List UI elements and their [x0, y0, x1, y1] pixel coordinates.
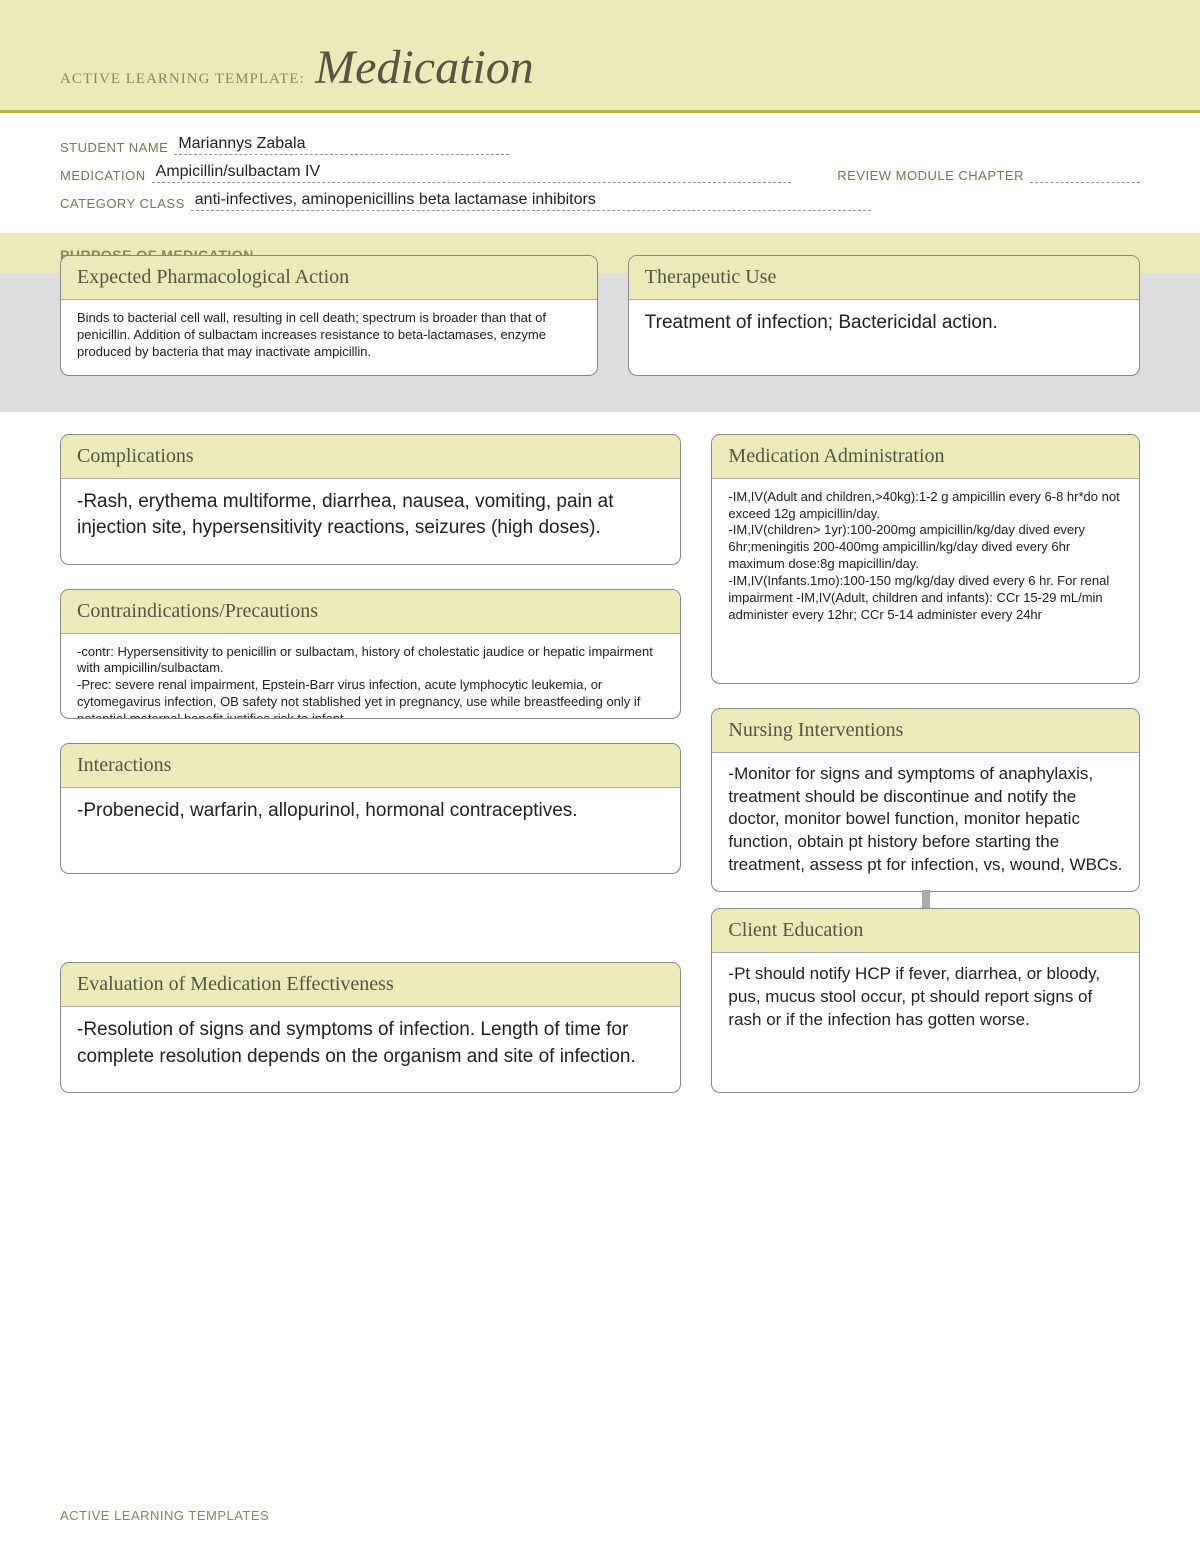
box-evaluation: Evaluation of Medication Effectiveness -… [60, 962, 681, 1093]
box-contra-title: Contraindications/Precautions [61, 590, 680, 634]
footer-text: ACTIVE LEARNING TEMPLATES [60, 1508, 269, 1523]
category-label: CATEGORY CLASS [60, 196, 185, 211]
box-therapeutic-title: Therapeutic Use [629, 256, 1139, 300]
box-interactions-body: -Probenecid, warfarin, allopurinol, horm… [61, 788, 680, 873]
box-nursing: Nursing Interventions -Monitor for signs… [711, 708, 1140, 893]
header-band: ACTIVE LEARNING TEMPLATE: Medication [0, 0, 1200, 110]
box-complications-body: -Rash, erythema multiforme, diarrhea, na… [61, 479, 680, 564]
connector [922, 890, 930, 910]
box-evaluation-body: -Resolution of signs and symptoms of inf… [61, 1007, 680, 1093]
review-label: REVIEW MODULE CHAPTER [837, 168, 1024, 183]
box-nursing-title: Nursing Interventions [712, 709, 1139, 753]
review-value [1030, 181, 1140, 183]
box-complications: Complications -Rash, erythema multiforme… [60, 434, 681, 565]
medication-value: Ampicillin/sulbactam IV [152, 163, 792, 183]
box-pharm-action: Expected Pharmacological Action Binds to… [60, 255, 598, 376]
box-therapeutic-body: Treatment of infection; Bactericidal act… [629, 300, 1139, 375]
header-title: Medication [315, 40, 534, 95]
box-admin: Medication Administration -IM,IV(Adult a… [711, 434, 1140, 684]
box-contra-body: -contr: Hypersensitivity to penicillin o… [61, 634, 680, 720]
box-pharm-action-title: Expected Pharmacological Action [61, 256, 597, 300]
purpose-gray-band: Expected Pharmacological Action Binds to… [0, 273, 1200, 412]
box-pharm-action-body: Binds to bacterial cell wall, resulting … [61, 300, 597, 375]
box-client-ed-body: -Pt should notify HCP if fever, diarrhea… [712, 953, 1139, 1092]
box-interactions: Interactions -Probenecid, warfarin, allo… [60, 743, 681, 874]
student-name-value: Mariannys Zabala [174, 135, 509, 155]
box-therapeutic: Therapeutic Use Treatment of infection; … [628, 255, 1140, 376]
box-client-ed: Client Education -Pt should notify HCP i… [711, 908, 1140, 1093]
box-interactions-title: Interactions [61, 744, 680, 788]
box-evaluation-title: Evaluation of Medication Effectiveness [61, 963, 680, 1007]
meta-section: STUDENT NAME Mariannys Zabala MEDICATION… [0, 113, 1200, 233]
main-content: Complications -Rash, erythema multiforme… [0, 412, 1200, 1093]
box-nursing-body: -Monitor for signs and symptoms of anaph… [712, 753, 1139, 892]
header-prefix: ACTIVE LEARNING TEMPLATE: [60, 71, 305, 88]
left-column: Complications -Rash, erythema multiforme… [60, 434, 681, 1093]
box-complications-title: Complications [61, 435, 680, 479]
student-name-label: STUDENT NAME [60, 140, 168, 155]
box-contra: Contraindications/Precautions -contr: Hy… [60, 589, 681, 720]
medication-label: MEDICATION [60, 168, 146, 183]
box-admin-body: -IM,IV(Adult and children,>40kg):1-2 g a… [712, 479, 1139, 683]
box-admin-title: Medication Administration [712, 435, 1139, 479]
category-value: anti-infectives, aminopenicillins beta l… [191, 191, 871, 211]
box-client-ed-title: Client Education [712, 909, 1139, 953]
right-column: Medication Administration -IM,IV(Adult a… [711, 434, 1140, 1093]
